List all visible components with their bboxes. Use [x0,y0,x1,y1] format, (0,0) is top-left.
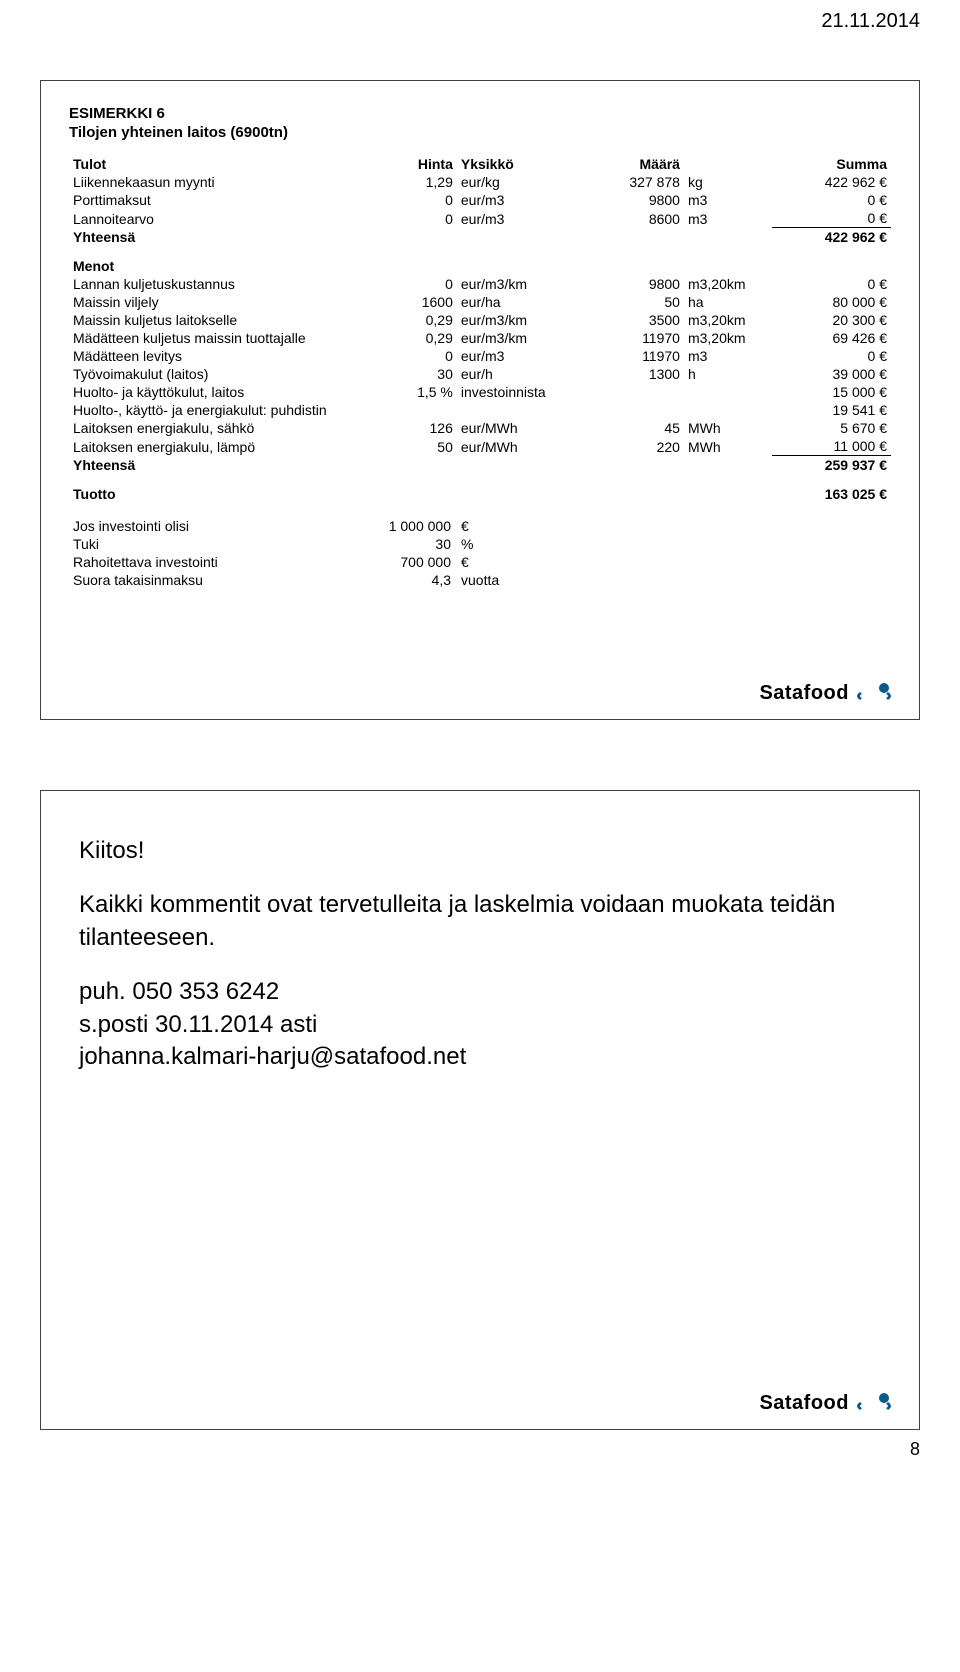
finance-table: TulotHintaYksikköMääräSummaLiikennekaasu… [69,155,891,503]
logo-mark-icon [857,685,891,703]
kiitos-heading: Kiitos! [79,835,881,867]
kv-suffix: % [455,535,503,553]
kv-row: Jos investointi olisi1 000 000€ [69,517,503,535]
kv-label: Tuki [69,535,357,553]
kv-label: Jos investointi olisi [69,517,357,535]
kv-row: Tuki30% [69,535,503,553]
slide-1: ESIMERKKI 6 Tilojen yhteinen laitos (690… [40,80,920,720]
kv-value: 1 000 000 [357,517,455,535]
row-label: Maissin viljely [69,293,358,311]
comments-paragraph: Kaikki kommentit ovat tervetulleita ja l… [79,889,881,954]
row-label: Laitoksen energiakulu, sähkö [69,419,358,437]
row-label: Mädätteen kuljetus maissin tuottajalle [69,329,358,347]
row-label: Laitoksen energiakulu, lämpö [69,437,358,456]
row-label: Yhteensä [69,228,358,247]
kv-value: 4,3 [357,571,455,589]
table-row: Mädätteen kuljetus maissin tuottajalle0,… [69,329,891,347]
table-row: Mädätteen levitys0eur/m311970m30 € [69,347,891,365]
logo-text: Satafood [759,1392,849,1415]
row-label: Työvoimakulut (laitos) [69,365,358,383]
kv-label: Rahoitettava investointi [69,553,357,571]
section-label: Tuotto [69,474,358,503]
section-row: Menot [69,246,891,275]
table-row: Maissin viljely1600eur/ha50ha80 000 € [69,293,891,311]
row-label: Mädätteen levitys [69,347,358,365]
sum-row: Yhteensä422 962 € [69,228,891,247]
section-label: Menot [69,246,358,275]
table-row: Laitoksen energiakulu, lämpö50eur/MWh220… [69,437,891,456]
row-label: Liikennekaasun myynti [69,173,358,191]
kv-suffix: vuotta [455,571,503,589]
row-label: Huolto-, käyttö- ja energiakulut: puhdis… [69,401,358,419]
logo: Satafood [759,682,891,705]
sum-row: Yhteensä259 937 € [69,456,891,475]
table-row: Työvoimakulut (laitos)30eur/h1300h39 000… [69,365,891,383]
kv-row: Suora takaisinmaksu4,3vuotta [69,571,503,589]
table-row: Maissin kuljetus laitokselle0,29eur/m3/k… [69,311,891,329]
tuotto-row: Tuotto163 025 € [69,474,891,503]
table-header: TulotHintaYksikköMääräSumma [69,155,891,173]
row-label: Maissin kuljetus laitokselle [69,311,358,329]
logo: Satafood [759,1392,891,1415]
row-label: Porttimaksut [69,191,358,209]
header-label: Tulot [69,155,358,173]
kv-value: 30 [357,535,455,553]
kv-suffix: € [455,517,503,535]
footer-kv: Jos investointi olisi1 000 000€Tuki30%Ra… [69,517,503,589]
row-label: Huolto- ja käyttökulut, laitos [69,383,358,401]
table-row: Laitoksen energiakulu, sähkö126eur/MWh45… [69,419,891,437]
table-row: Lannan kuljetuskustannus0eur/m3/km9800m3… [69,275,891,293]
page-date: 21.11.2014 [821,10,920,33]
kv-suffix: € [455,553,503,571]
logo-mark-icon [857,1395,891,1413]
email-line: johanna.kalmari-harju@satafood.net [79,1041,881,1073]
kv-value: 700 000 [357,553,455,571]
logo-text: Satafood [759,682,849,705]
slide1-title: ESIMERKKI 6 [69,105,891,122]
table-row: Lannoitearvo0eur/m38600m30 € [69,209,891,228]
row-label: Lannoitearvo [69,209,358,228]
slide1-subtitle: Tilojen yhteinen laitos (6900tn) [69,124,891,141]
table-row: Porttimaksut0eur/m39800m30 € [69,191,891,209]
phone-line: puh. 050 353 6242 [79,976,881,1008]
table-row: Liikennekaasun myynti1,29eur/kg327 878kg… [69,173,891,191]
row-label: Yhteensä [69,456,358,475]
row-label: Lannan kuljetuskustannus [69,275,358,293]
post-line: s.posti 30.11.2014 asti [79,1009,881,1041]
table-row: Huolto- ja käyttökulut, laitos1,5 %inves… [69,383,891,401]
table-row: Huolto-, käyttö- ja energiakulut: puhdis… [69,401,891,419]
kv-label: Suora takaisinmaksu [69,571,357,589]
page-number: 8 [910,1439,920,1460]
slide-2: Kiitos! Kaikki kommentit ovat tervetulle… [40,790,920,1430]
kv-row: Rahoitettava investointi700 000€ [69,553,503,571]
